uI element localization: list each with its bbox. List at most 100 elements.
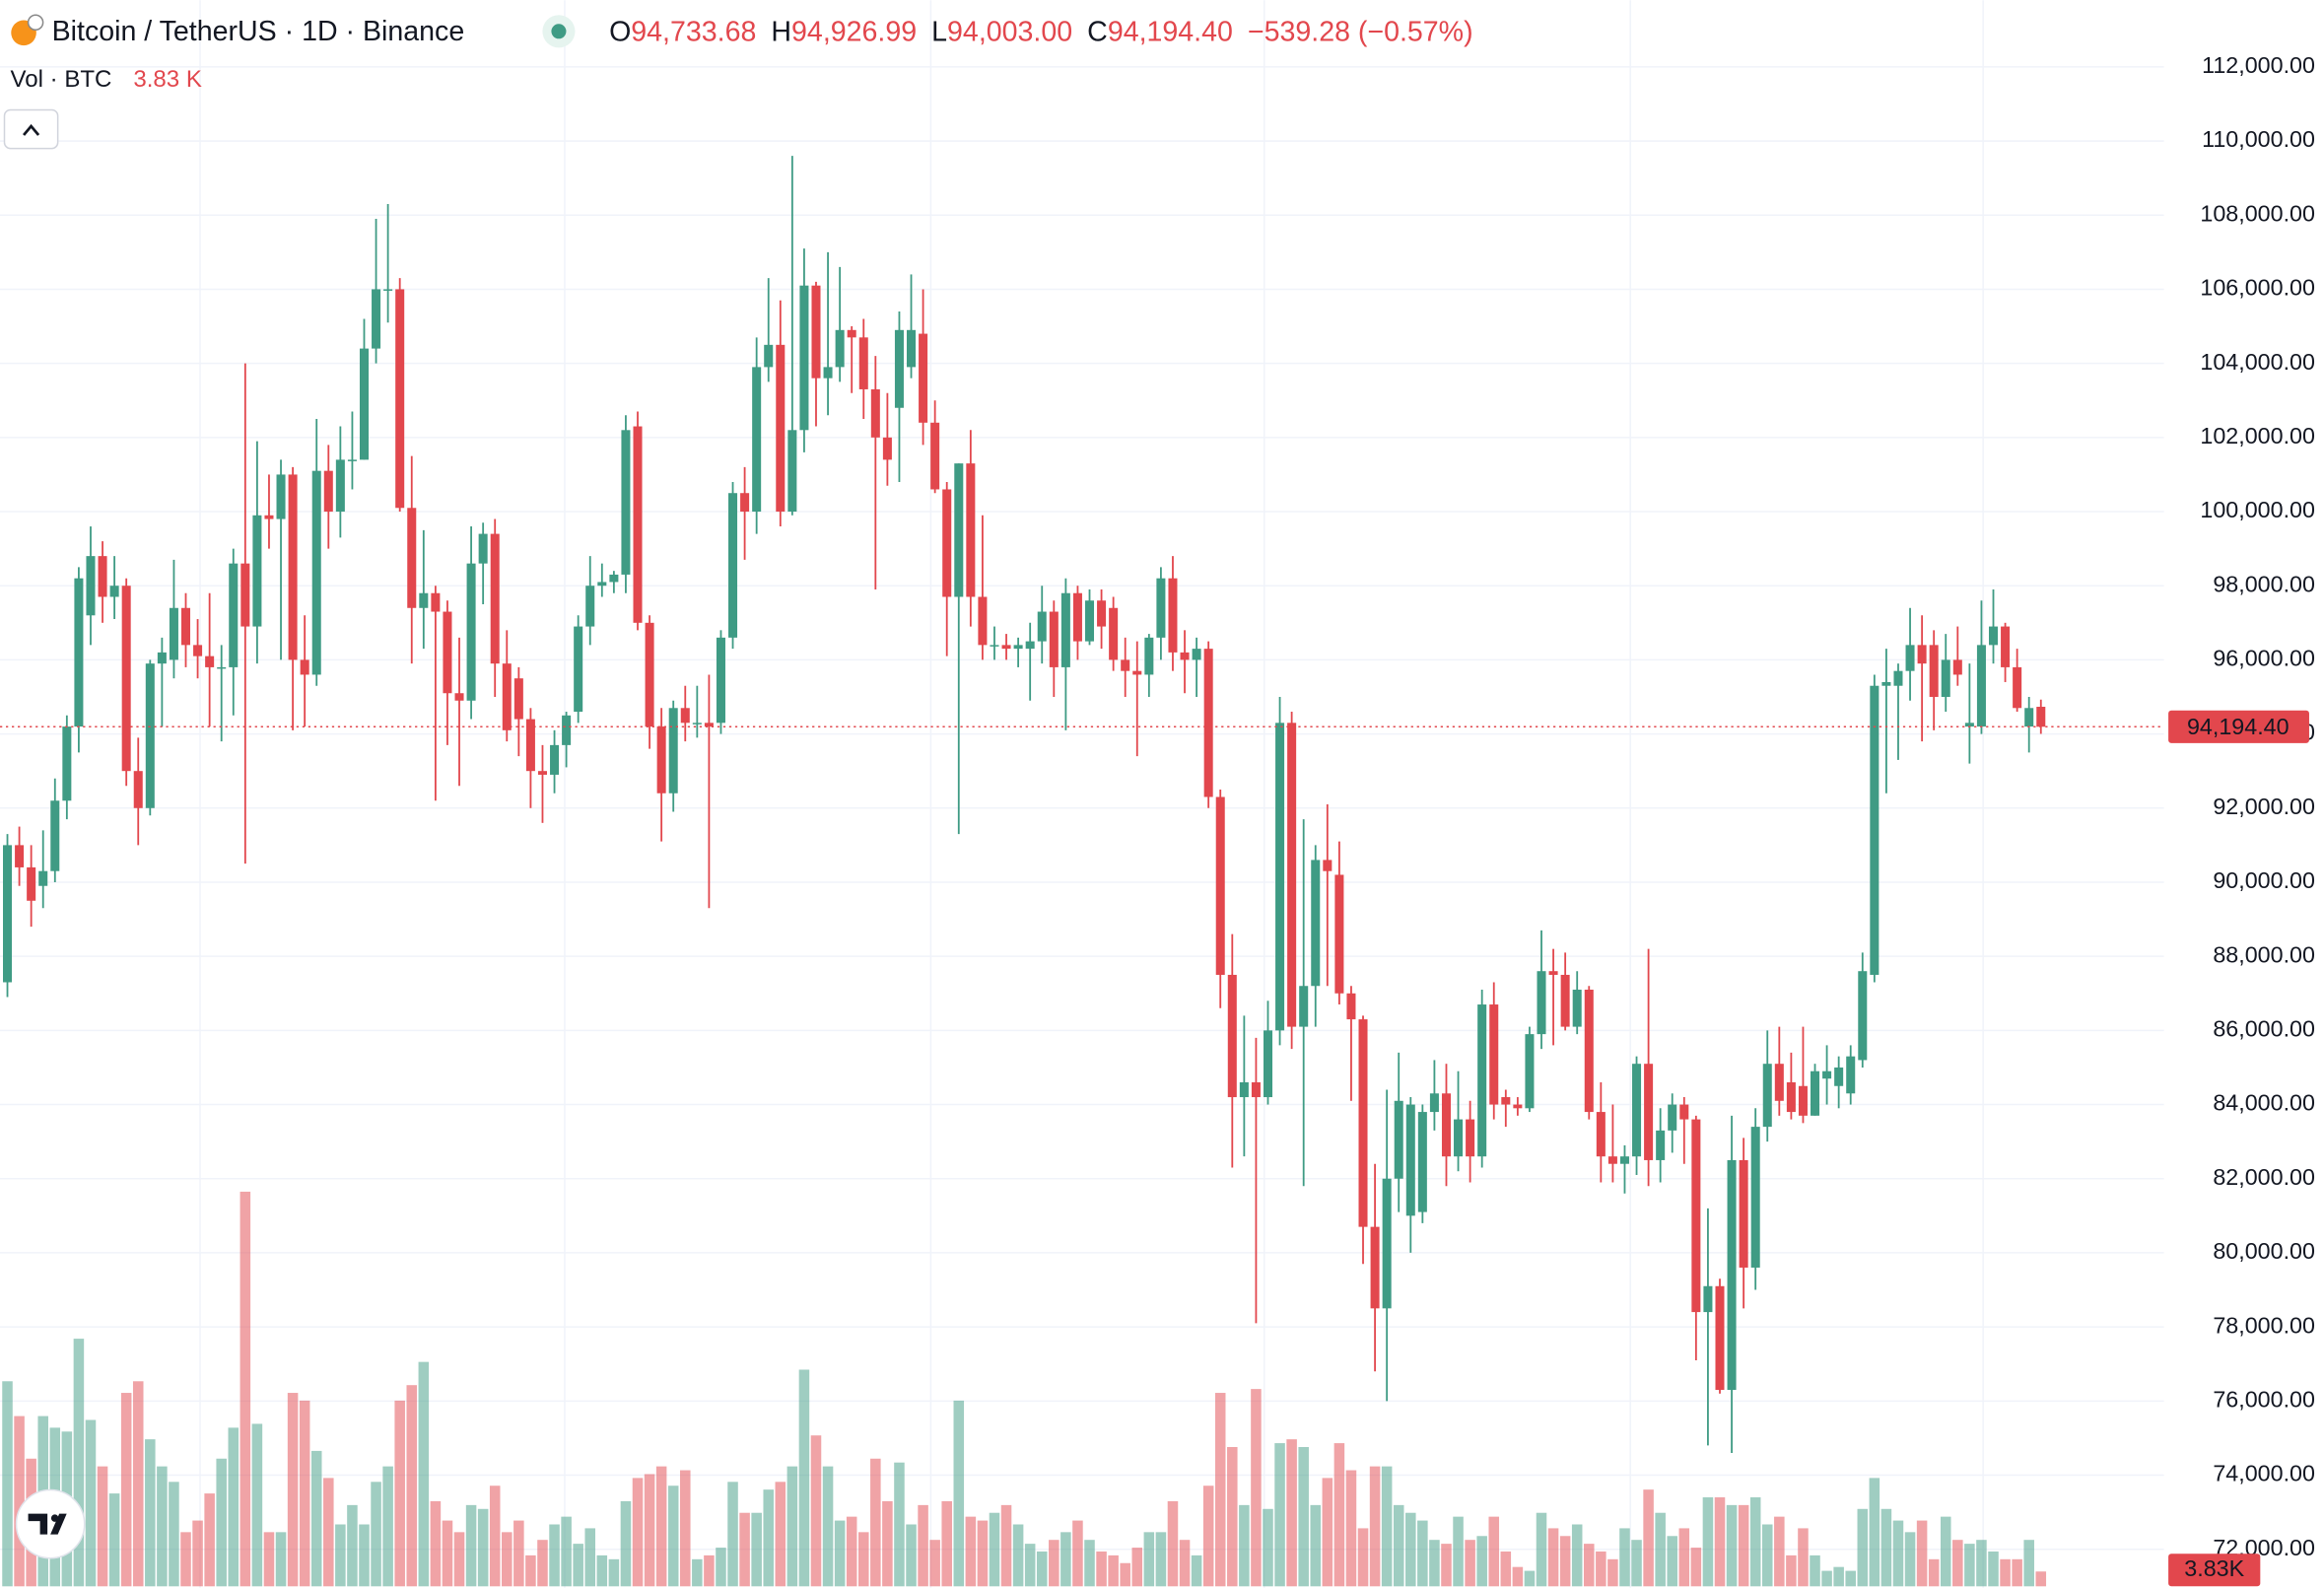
y-tick-label: 88,000.00 <box>2213 941 2315 967</box>
candle-body <box>407 508 417 608</box>
collapse-button-box[interactable] <box>3 108 59 150</box>
candle-body <box>668 708 678 794</box>
candle-body <box>1275 723 1285 1031</box>
candle-body <box>1501 1097 1511 1105</box>
volume-bar <box>204 1493 215 1587</box>
candle-body <box>1632 1064 1642 1157</box>
candle-body <box>1750 1127 1760 1268</box>
candle-body <box>1703 1285 1713 1313</box>
candle-body <box>525 719 535 772</box>
candle-body <box>1774 1064 1784 1101</box>
volume-bar <box>1916 1520 1928 1587</box>
volume-bar <box>2000 1558 2011 1587</box>
candle-body <box>1596 1112 1606 1157</box>
candle-body <box>454 693 464 701</box>
candle-body <box>1203 649 1213 797</box>
volume-bar <box>1833 1566 1844 1587</box>
volume-bar <box>798 1369 810 1587</box>
symbol: Bitcoin / TetherUS · 1D · Binance <box>52 16 465 47</box>
volume-bar <box>1381 1466 1393 1587</box>
y-tick-label: 86,000.00 <box>2213 1016 2315 1042</box>
ohlc-value: 94,003.00 <box>947 16 1072 47</box>
candle-body <box>870 388 880 438</box>
y-tick-label: 112,000.00 <box>2202 52 2315 78</box>
candle-body <box>180 607 191 646</box>
volume-value: 3.83 K <box>133 66 202 93</box>
candle-body <box>2001 626 2011 667</box>
candle-body <box>1786 1081 1796 1113</box>
candle-body <box>1001 645 1011 650</box>
y-tick-label: 74,000.00 <box>2213 1461 2315 1486</box>
candle-body <box>1263 1030 1273 1098</box>
volume-bar <box>1202 1485 1214 1587</box>
candle-body <box>1811 1070 1820 1116</box>
candle-body <box>109 586 119 597</box>
candle-body <box>954 463 964 597</box>
candle-body <box>300 659 309 675</box>
volume-bar <box>655 1466 667 1587</box>
candle-body <box>1941 659 1950 697</box>
volume-bar <box>97 1466 108 1587</box>
candle-body <box>740 493 750 513</box>
volume-bar <box>1441 1544 1452 1587</box>
volume-bar <box>382 1466 393 1587</box>
candle-body <box>1644 1064 1654 1160</box>
volume-bar <box>1512 1566 1524 1587</box>
volume-bar <box>1786 1554 1797 1587</box>
volume-bar <box>822 1466 834 1587</box>
volume-bar <box>716 1548 726 1587</box>
volume-bar <box>287 1393 299 1587</box>
candle-body <box>1060 592 1070 667</box>
candle-body <box>1441 1093 1451 1157</box>
volume-bar <box>989 1512 1000 1587</box>
volume-bar <box>1357 1528 1369 1587</box>
volume-bar <box>1596 1551 1606 1587</box>
candle-body <box>645 622 654 727</box>
volume-bar <box>1131 1548 1143 1587</box>
volume-bar <box>1012 1524 1024 1587</box>
ohlc-key: H <box>771 16 791 47</box>
volume-bar <box>1904 1532 1916 1587</box>
volume-bar <box>310 1450 322 1587</box>
volume-bar <box>335 1524 346 1587</box>
candle-body <box>787 430 797 513</box>
candle-body <box>1691 1119 1701 1313</box>
volume-bar <box>870 1458 881 1587</box>
collapse-button[interactable] <box>3 108 59 150</box>
volume-bar <box>394 1400 405 1587</box>
candle-body <box>513 678 523 720</box>
volume-bar <box>323 1478 334 1587</box>
candle-body <box>193 645 203 656</box>
candle-body <box>252 515 262 627</box>
overlay: 94,194.40 3.83K <box>0 710 2309 1587</box>
candle-body <box>1607 1156 1617 1164</box>
volume-bar <box>644 1474 655 1587</box>
volume-bar <box>1191 1554 1202 1587</box>
y-tick-label: 80,000.00 <box>2213 1238 2315 1264</box>
candle-body <box>1905 645 1915 671</box>
volume-bar <box>1227 1446 1238 1587</box>
volume-bar <box>1869 1478 1880 1587</box>
volume-bar <box>145 1439 156 1587</box>
volume-bar <box>239 1191 251 1587</box>
volume-bar <box>739 1512 750 1587</box>
candle-body <box>311 470 321 675</box>
volume-bar <box>775 1482 786 1587</box>
volume-bar <box>1678 1528 1690 1587</box>
candle-body <box>335 459 345 513</box>
time-grid <box>199 0 1984 1588</box>
volume-bar <box>667 1485 679 1587</box>
candle-body <box>692 723 702 725</box>
candle-body <box>27 866 36 901</box>
volume-bar <box>1108 1554 1119 1587</box>
volume-bar <box>1465 1540 1475 1587</box>
volume-bar <box>180 1532 191 1587</box>
volume-bar <box>1714 1497 1726 1587</box>
volume-bar <box>299 1400 310 1587</box>
volume-bar <box>1333 1443 1345 1587</box>
candle-body <box>1537 971 1546 1035</box>
volume-bar <box>1322 1478 1333 1587</box>
candle-body <box>1454 1119 1464 1157</box>
candle-body <box>288 474 298 660</box>
